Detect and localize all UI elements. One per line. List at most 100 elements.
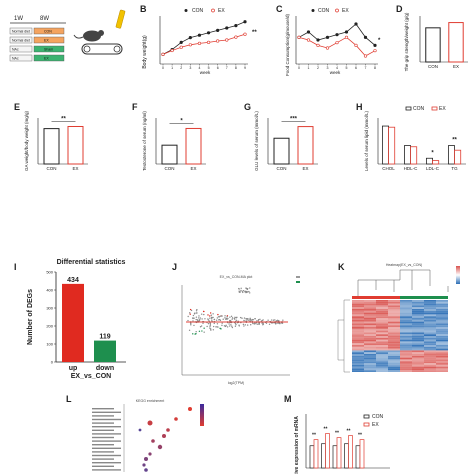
heatmap-row-tree <box>337 299 350 373</box>
legend-marker-ex <box>211 8 215 13</box>
x-tick-label: 4 <box>198 66 200 70</box>
group-diet-box <box>9 45 33 53</box>
heatmap-cell <box>388 352 400 354</box>
heatmap-group-bar <box>364 296 376 299</box>
heatmap-cell <box>364 343 376 345</box>
heatmap-cell <box>376 355 388 358</box>
heatmap-cell <box>388 332 400 335</box>
ma-point <box>265 322 268 324</box>
heatmap-cell <box>400 368 412 371</box>
term-label-line <box>92 408 114 410</box>
x-tick-label: EX <box>190 166 196 171</box>
panel-b-significance: ** <box>252 30 257 36</box>
heatmap-cell <box>436 341 448 344</box>
ma-point <box>274 319 276 321</box>
bar-ex <box>67 125 84 165</box>
bar-tg-ex <box>454 149 462 165</box>
ma-point <box>189 313 191 315</box>
heatmap-cell <box>436 357 448 360</box>
heatmap-cell <box>364 361 376 363</box>
ma-point <box>268 323 271 325</box>
heatmap-cell <box>412 319 424 322</box>
heatmap-cell <box>400 303 412 306</box>
data-point-con <box>243 20 247 24</box>
heatmap-cell <box>364 355 376 358</box>
heatmap-cell <box>424 332 436 335</box>
heatmap-cell <box>412 364 424 367</box>
heatmap-cell <box>352 352 364 354</box>
ma-point <box>256 323 258 325</box>
heatmap-cell <box>352 321 364 324</box>
heatmap-cell <box>412 330 424 333</box>
bar-up <box>62 283 84 362</box>
term-label-line <box>92 426 121 428</box>
x-tick-label: EX <box>72 166 78 171</box>
heatmap-cell <box>364 321 376 324</box>
bar-ex <box>359 439 365 469</box>
ma-point <box>203 310 205 313</box>
heatmap-cell <box>424 364 436 367</box>
ma-point <box>221 322 223 324</box>
heatmap-cell <box>424 309 436 311</box>
heatmap-cell <box>376 314 388 317</box>
heatmap-cell <box>400 327 412 329</box>
heatmap-cell <box>424 355 436 358</box>
series-line-ex <box>162 33 246 55</box>
bar-con <box>425 27 441 63</box>
bubble <box>174 417 178 421</box>
heatmap-cell <box>412 314 424 317</box>
legend-marker-con <box>311 9 315 12</box>
x-tick-label: 2 <box>180 66 182 70</box>
ma-point <box>226 326 229 328</box>
heatmap-cell <box>436 312 448 315</box>
heatmap-cell <box>352 316 364 318</box>
panel-c-ylabel: Food Consumption(g/mouse/d) <box>285 13 290 76</box>
significance-mark: ** <box>61 116 66 122</box>
x-tick-label: CON <box>428 64 438 69</box>
heatmap-cell <box>412 300 424 302</box>
heatmap-cell <box>424 312 436 315</box>
panel-letter: M <box>284 394 292 404</box>
heatmap-cell <box>400 336 412 338</box>
heatmap-cell <box>412 323 424 326</box>
ma-point <box>241 317 243 319</box>
ma-point <box>215 319 218 321</box>
ma-point <box>231 318 233 320</box>
heatmap-cell <box>364 300 376 302</box>
ma-point <box>193 312 196 314</box>
panel-a-week1: 1W <box>14 16 23 22</box>
heatmap-cell <box>352 325 364 327</box>
ma-point <box>192 314 195 317</box>
group-diet-label: Normal diet <box>12 30 30 34</box>
heatmap-cell <box>424 330 436 333</box>
heatmap-cell <box>400 330 412 333</box>
heatmap-cell <box>424 345 436 347</box>
bubble <box>142 463 146 467</box>
heatmap-cell <box>376 319 388 322</box>
heatmap-cell <box>364 350 376 353</box>
heatmap-cell <box>412 361 424 363</box>
ma-point <box>210 314 213 316</box>
y-axis-label: GA weight/body weight (mg/g) <box>24 110 29 171</box>
heatmap-cell <box>352 355 364 358</box>
ma-point <box>207 314 209 316</box>
ma-point <box>196 308 198 311</box>
heatmap-cell <box>412 312 424 315</box>
x-tick-label: 3 <box>189 66 191 70</box>
data-point-con <box>335 33 339 37</box>
heatmap-cell <box>388 325 400 327</box>
ma-point <box>229 319 231 322</box>
heatmap-cell <box>436 310 448 313</box>
ma-point <box>244 291 246 293</box>
heatmap-cell <box>376 334 388 336</box>
heatmap-cell <box>376 350 388 353</box>
data-point-ex <box>306 38 311 42</box>
ma-point <box>234 325 237 327</box>
significance-mark: ** <box>312 433 316 439</box>
heatmap-cell <box>376 357 388 360</box>
group-diet-box <box>9 27 33 35</box>
heatmap-cell <box>400 332 412 335</box>
panel-b-letter: B <box>140 4 147 14</box>
heatmap-cell <box>412 339 424 342</box>
heatmap-cell <box>412 327 424 329</box>
